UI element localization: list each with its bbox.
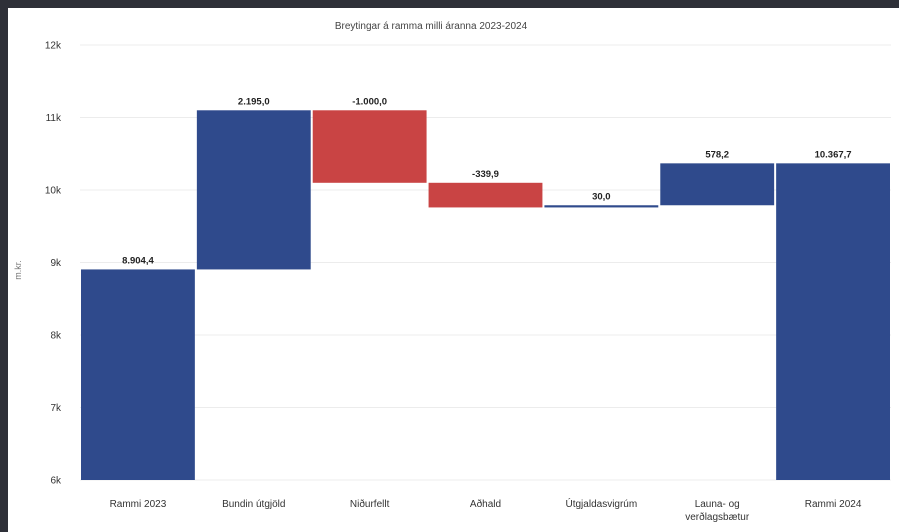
bar	[81, 269, 195, 480]
y-tick-label: 6k	[50, 476, 62, 487]
bar	[312, 110, 427, 183]
waterfall-chart: Breytingar á ramma milli áranna 2023-202…	[13, 21, 891, 523]
bars	[81, 110, 890, 481]
category-label: Rammi 2023	[110, 499, 167, 510]
data-label: 8.904,4	[122, 255, 154, 266]
category-label: Bundin útgjöld	[222, 499, 285, 510]
category-label: Útgjaldasvigrúm	[566, 497, 638, 510]
data-label: -1.000,0	[352, 96, 387, 107]
category-labels: Rammi 2023 Bundin útgjöld Niðurfellt Aðhald…	[110, 497, 862, 523]
chart-panel: Breytingar á ramma milli áranna 2023-202…	[8, 8, 899, 532]
category-label: Rammi 2024	[805, 499, 862, 510]
y-tick-label: 12k	[45, 41, 62, 52]
data-label: 2.195,0	[238, 96, 270, 107]
bar	[776, 163, 890, 481]
bar	[196, 110, 311, 270]
bar	[544, 205, 659, 208]
category-label: verðlagsbætur	[685, 511, 750, 523]
category-label: Launa- og	[695, 499, 740, 510]
data-label: -339,9	[472, 169, 499, 180]
category-label: Niðurfellt	[350, 498, 390, 510]
category-label: Aðhald	[470, 498, 501, 510]
y-tick-label: 10k	[45, 186, 62, 197]
y-axis-ticks: 6k 7k 8k 9k 10k 11k 12k	[45, 41, 62, 487]
y-tick-label: 11k	[46, 113, 62, 124]
y-tick-label: 8k	[50, 331, 62, 342]
y-tick-label: 9k	[50, 258, 62, 269]
data-label: 30,0	[592, 191, 611, 202]
data-label: 578,2	[705, 149, 729, 160]
bar	[428, 182, 543, 208]
data-labels: 8.904,4 2.195,0 -1.000,0 -339,9 30,0 578,2 10.…	[122, 96, 851, 266]
data-label: 10.367,7	[815, 149, 852, 160]
y-tick-label: 7k	[50, 403, 62, 414]
chart-title: Breytingar á ramma milli áranna 2023-202…	[335, 21, 528, 32]
y-axis-label: m.kr.	[13, 260, 23, 280]
bar	[660, 163, 775, 206]
